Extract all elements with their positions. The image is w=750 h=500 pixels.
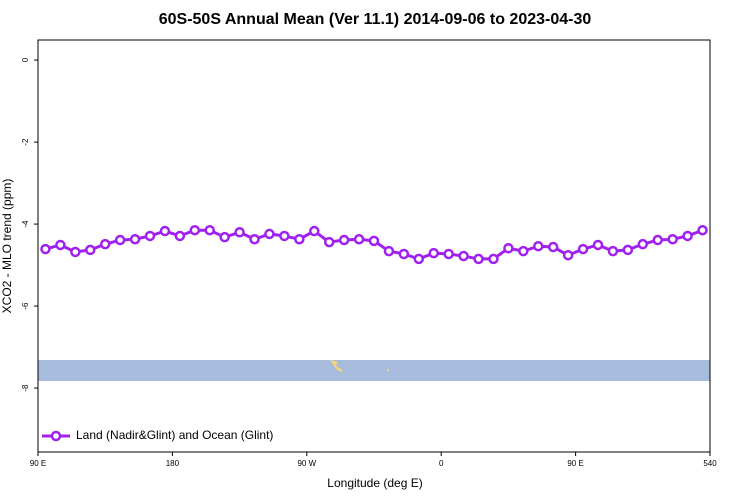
point <box>428 247 439 259</box>
point <box>473 253 484 265</box>
x-tick-label: 540 <box>703 459 717 468</box>
plot-frame <box>37 39 711 453</box>
y-tick-label: -2 <box>21 138 30 146</box>
point <box>219 231 230 243</box>
point <box>458 250 469 262</box>
point <box>577 243 589 255</box>
chart-title: 60S-50S Annual Mean (Ver 11.1) 2014-09-0… <box>159 11 592 28</box>
point <box>40 243 51 255</box>
land-patch <box>387 369 389 371</box>
x-axis-title: Longitude (deg E) <box>327 476 422 490</box>
point <box>533 240 544 252</box>
point <box>667 233 678 245</box>
point <box>562 249 574 261</box>
point <box>234 227 245 238</box>
point <box>353 233 365 245</box>
y-tick-label: 0 <box>21 57 30 62</box>
point <box>592 239 604 251</box>
y-tick-label: -6 <box>21 302 30 310</box>
point <box>55 239 66 251</box>
point <box>398 248 410 260</box>
point <box>70 246 81 258</box>
point <box>518 245 529 257</box>
point <box>249 233 260 245</box>
point <box>159 225 171 237</box>
point <box>547 241 559 253</box>
x-tick-label: 90 E <box>30 459 46 468</box>
point <box>294 233 305 245</box>
point <box>114 234 126 246</box>
point <box>682 230 693 242</box>
point <box>309 225 320 237</box>
legend-marker <box>50 430 62 442</box>
point <box>99 238 111 250</box>
point <box>503 243 514 254</box>
x-tick-label: 90 E <box>567 459 583 468</box>
point <box>264 228 275 240</box>
map-strip <box>38 360 710 381</box>
point <box>488 253 499 265</box>
point <box>607 245 619 257</box>
point <box>204 224 215 236</box>
point <box>323 236 335 248</box>
point <box>368 235 380 247</box>
point <box>443 248 454 260</box>
point <box>413 253 425 265</box>
point <box>652 234 663 246</box>
point <box>279 230 290 242</box>
point <box>637 238 649 250</box>
point <box>174 230 186 242</box>
point <box>697 224 708 236</box>
point <box>129 233 141 245</box>
legend-label: Land (Nadir&Glint) and Ocean (Glint) <box>76 428 273 442</box>
land-patch <box>330 360 343 372</box>
point <box>622 244 634 256</box>
y-tick-label: -8 <box>21 384 30 392</box>
point <box>383 245 395 257</box>
point <box>144 230 156 242</box>
y-axis-title: XCO2 - MLO trend (ppm) <box>0 179 14 314</box>
x-tick-label: 90 W <box>297 459 316 468</box>
x-tick-label: 0 <box>439 459 444 468</box>
point <box>189 224 201 236</box>
point <box>85 244 96 256</box>
point <box>338 234 350 246</box>
y-tick-label: -4 <box>21 220 30 228</box>
x-tick-label: 180 <box>166 459 180 468</box>
